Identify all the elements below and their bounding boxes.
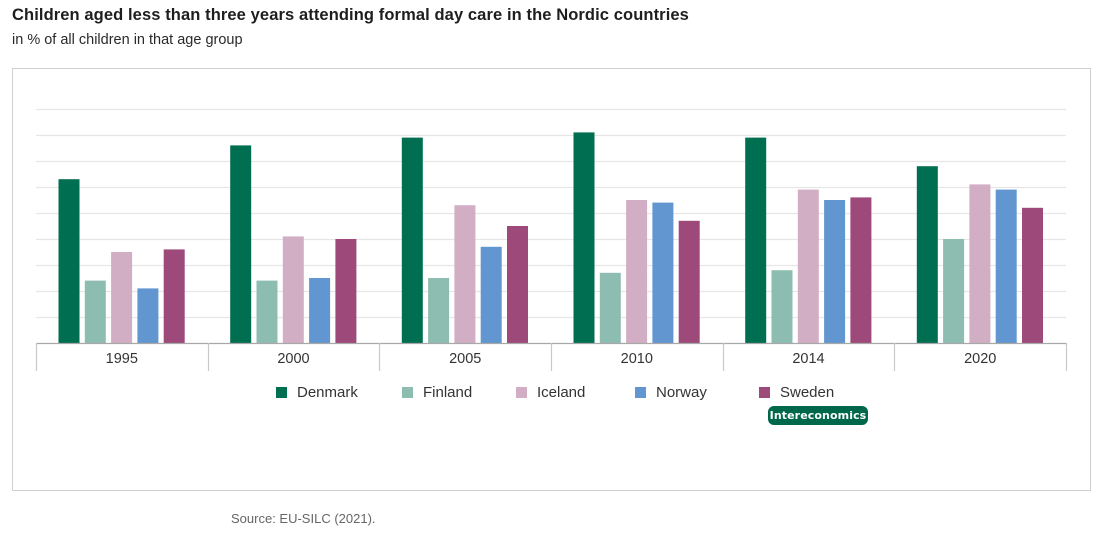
bar-iceland-2000: [282, 236, 304, 343]
bar-finland-2000: [256, 280, 278, 343]
bar-sweden-2010: [678, 220, 700, 343]
bar-iceland-1995: [111, 252, 133, 343]
legend-item-norway: Norway: [635, 384, 707, 401]
chart-frame: [12, 68, 1091, 491]
chart-subtitle: in % of all children in that age group: [12, 32, 243, 48]
legend-swatch: [276, 387, 287, 398]
legend-swatch: [635, 387, 646, 398]
bar-denmark-2000: [230, 145, 252, 343]
bar-denmark-2014: [745, 137, 767, 343]
gridlines: [36, 108, 1066, 319]
bar-finland-2005: [428, 278, 450, 343]
bar-iceland-2020: [969, 184, 991, 343]
legend-item-sweden: Sweden: [759, 384, 834, 401]
chart-title: Children aged less than three years atte…: [12, 6, 689, 24]
bar-sweden-2000: [335, 239, 357, 343]
bar-denmark-1995: [58, 179, 80, 343]
bar-sweden-2014: [850, 197, 872, 343]
bars: [58, 132, 1043, 343]
x-tick-label: 1995: [106, 351, 138, 367]
x-tick-label: 2010: [621, 351, 653, 367]
bar-sweden-2005: [507, 226, 528, 343]
x-tick-label: 2005: [449, 351, 481, 367]
legend-label: Iceland: [537, 384, 586, 401]
bar-finland-2020: [943, 239, 965, 343]
bar-finland-2014: [771, 270, 793, 343]
bar-norway-2020: [995, 189, 1017, 343]
legend-item-iceland: Iceland: [516, 384, 585, 401]
bar-denmark-2005: [401, 137, 423, 343]
bar-sweden-1995: [163, 249, 185, 343]
bar-finland-1995: [84, 280, 106, 343]
legend-label: Denmark: [297, 384, 358, 401]
legend-swatch: [516, 387, 527, 398]
bar-norway-2005: [480, 246, 502, 343]
bar-denmark-2010: [573, 132, 595, 343]
x-tick-label: 2020: [964, 351, 996, 367]
x-tick-labels: 1995 2000 2005 2010 2014 2020: [106, 351, 997, 367]
bar-norway-2014: [824, 200, 846, 343]
bar-iceland-2010: [626, 200, 648, 343]
legend-label: Sweden: [780, 384, 835, 401]
bar-denmark-2020: [916, 166, 938, 343]
legend-item-finland: Finland: [402, 384, 472, 401]
legend-swatch: [759, 387, 770, 398]
source-note: Source: EU-SILC (2021).: [231, 511, 376, 526]
bar-iceland-2005: [454, 205, 476, 343]
bar-finland-2010: [599, 272, 621, 343]
legend-label: Norway: [656, 384, 707, 401]
legend-label: Finland: [423, 384, 473, 401]
bar-iceland-2014: [797, 189, 819, 343]
bar-norway-1995: [137, 288, 159, 343]
legend-swatch: [402, 387, 413, 398]
bar-norway-2010: [652, 202, 674, 343]
legend-item-denmark: Denmark: [276, 384, 358, 401]
x-tick-label: 2000: [277, 351, 309, 367]
legend: Denmark Finland Iceland Norway Sweden: [0, 384, 1112, 404]
x-tick-label: 2014: [792, 351, 824, 367]
x-axis: [35, 342, 1068, 371]
intereconomics-badge: Intereconomics: [768, 406, 868, 425]
bar-sweden-2020: [1022, 207, 1043, 343]
bar-norway-2000: [309, 278, 331, 343]
